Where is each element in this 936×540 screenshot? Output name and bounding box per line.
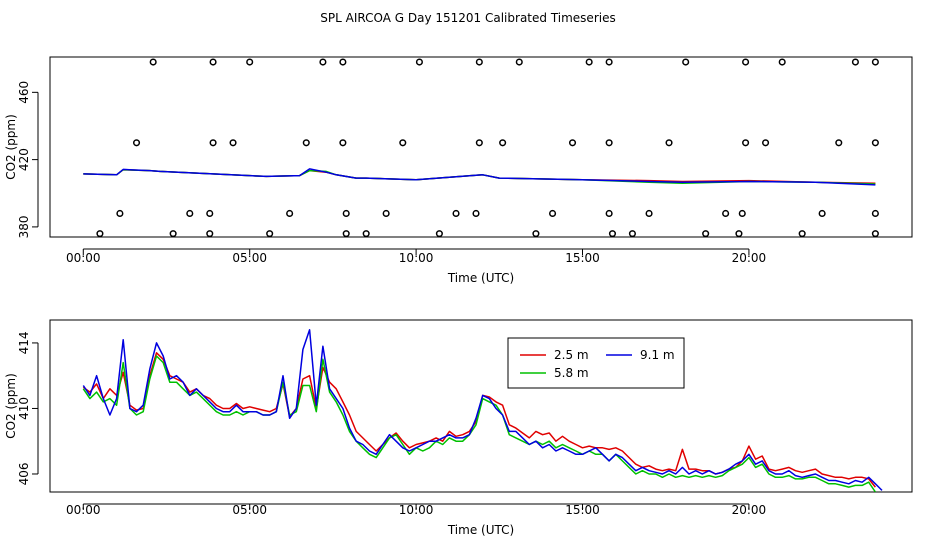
data-point-marker [186,209,194,217]
data-point-marker [96,230,104,237]
data-point-marker [742,139,750,147]
legend-label: 9.1 m [640,348,675,362]
data-point-marker [515,58,523,66]
x-tick-label: 15:00 [565,251,600,265]
data-point-marker [605,58,613,66]
data-point-marker [435,230,443,237]
x-tick-label: 10:00 [399,251,434,265]
data-point-marker [342,209,350,217]
data-point-marker [452,209,460,217]
data-point-marker [798,230,806,237]
y-tick-label: 406 [17,463,31,486]
data-point-marker [149,58,157,66]
x-tick-label: 00:00 [66,503,101,517]
data-point-marker [342,230,350,237]
y-tick-label: 460 [17,81,31,104]
data-point-marker [778,58,786,66]
legend-label: 5.8 m [554,366,589,380]
data-point-marker [475,139,483,147]
data-point-marker [132,139,141,147]
data-point-marker [415,58,423,66]
data-point-marker [382,209,390,217]
data-point-marker [871,139,879,147]
plot-frame [49,56,913,238]
data-point-marker [835,139,843,147]
data-point-marker [665,139,673,147]
data-point-marker [339,139,347,147]
plot-frame [49,319,913,493]
data-point-marker [319,58,327,66]
data-point-marker [206,230,214,237]
series-line-5-8-m [82,355,877,492]
data-point-marker [851,58,859,66]
data-point-marker [605,139,613,147]
data-point-marker [286,209,294,217]
data-point-marker [702,230,710,237]
panel-top: 00:00 05:00 10:00 15:00 20:00 Time (UTC) 380 42… [4,56,913,285]
y-tick-label: 414 [17,331,31,354]
plot-area [82,329,883,492]
data-point-marker [742,58,750,66]
data-point-marker [399,139,407,147]
x-axis-label: Time (UTC) [447,271,514,285]
panel-bottom: 00:00 05:00 10:00 15:00 20:00 Time (UTC) 406 41… [4,319,913,537]
x-tick-label: 20:00 [732,251,767,265]
data-point-marker [209,139,217,147]
data-point-marker [532,230,540,237]
y-tick-label: 410 [17,397,31,420]
data-point-marker [682,58,690,66]
data-point-marker [302,139,310,147]
data-point-marker [735,230,743,237]
y-tick-label: 420 [17,148,31,171]
y-axis-label: CO2 (ppm) [4,114,18,180]
y-axis-label: CO2 (ppm) [4,373,18,439]
data-point-marker [229,139,237,147]
plot-area [83,58,879,237]
data-point-marker [362,230,370,237]
x-tick-label: 00:00 [66,251,101,265]
x-tick-label: 10:00 [399,503,434,517]
data-point-marker [608,230,617,237]
legend-label: 2.5 m [554,348,589,362]
data-point-marker [722,209,730,217]
data-point-marker [605,209,613,217]
data-point-marker [266,230,274,237]
chart-title: SPL AIRCOA G Day 151201 Calibrated Times… [320,11,615,25]
data-point-marker [738,209,746,217]
data-point-marker [628,230,636,237]
legend-box [507,337,685,389]
data-point-marker [206,209,214,217]
y-tick-label: 380 [17,215,31,238]
data-point-marker [585,58,593,66]
data-point-marker [818,209,826,217]
series-line-9-1-m [82,329,883,491]
data-point-marker [116,209,124,217]
x-axis-label: Time (UTC) [447,523,514,537]
data-point-marker [246,58,254,66]
x-tick-label: 05:00 [232,503,267,517]
data-point-marker [209,58,217,66]
data-point-marker [339,58,347,66]
series-line-9-1-m [83,168,876,186]
x-tick-label: 15:00 [565,503,600,517]
data-point-marker [549,209,557,217]
data-point-marker [645,209,653,217]
data-point-marker [169,230,177,237]
x-tick-label: 05:00 [232,251,267,265]
data-point-marker [762,139,770,147]
data-point-marker [871,230,879,237]
data-point-marker [475,58,483,66]
data-point-marker [472,209,480,217]
x-tick-label: 20:00 [732,503,767,517]
data-point-marker [568,139,577,147]
data-point-marker [871,209,879,217]
data-point-marker [871,58,879,66]
data-point-marker [499,139,507,147]
